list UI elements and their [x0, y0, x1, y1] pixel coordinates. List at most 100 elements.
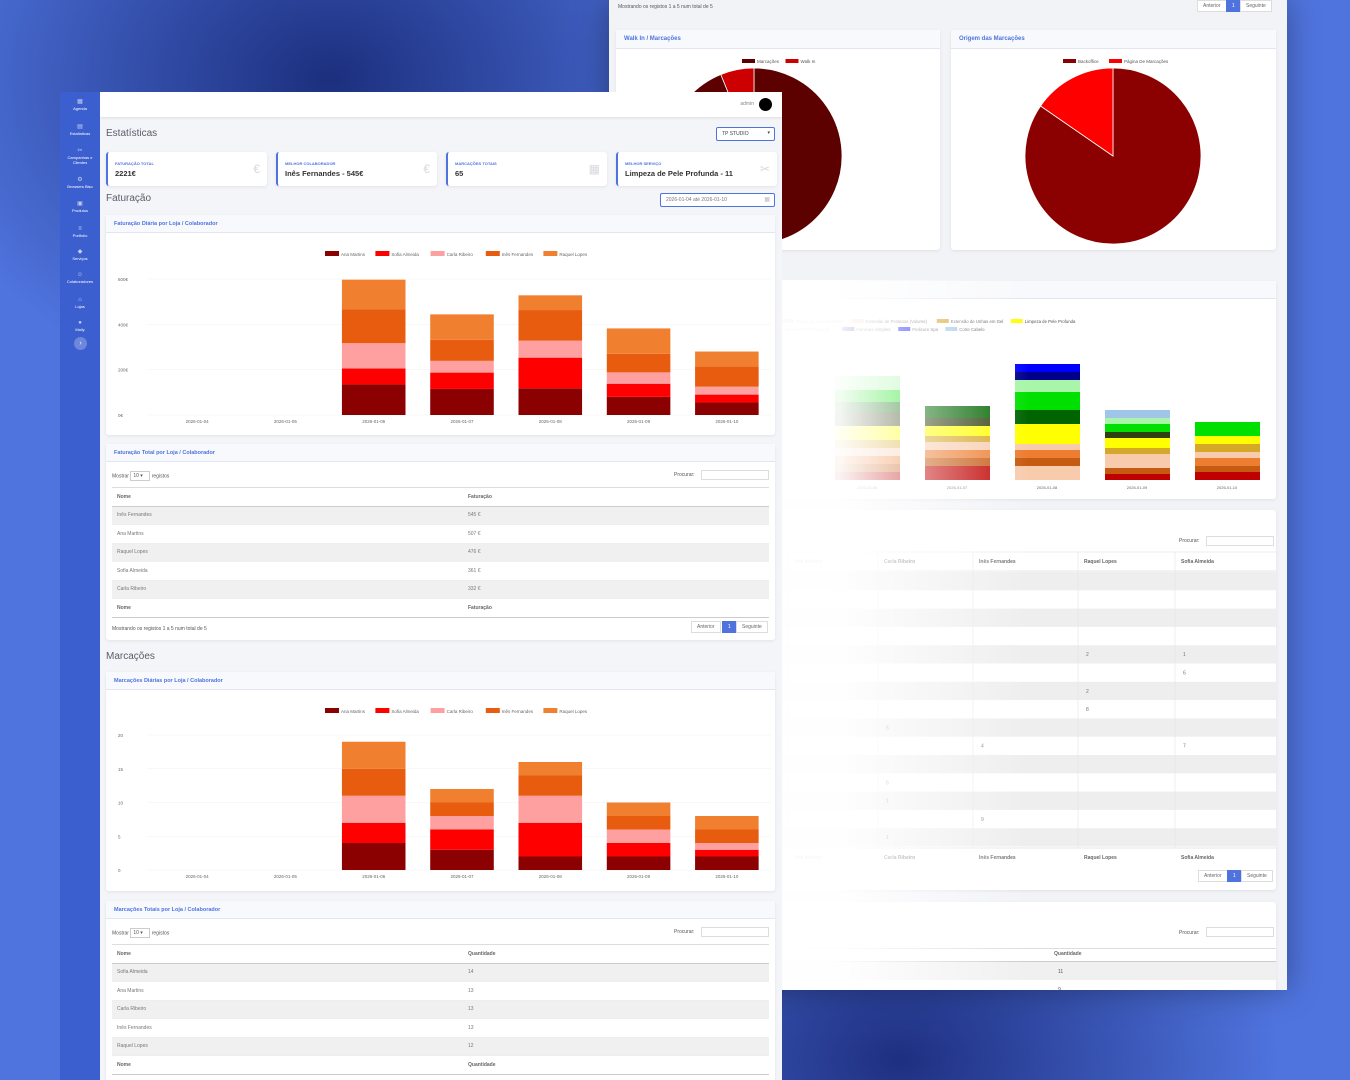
length-select[interactable]: 10 ▾: [130, 471, 151, 481]
next-button[interactable]: Seguinte: [736, 621, 768, 633]
x-tick-label: 2026-01-07: [947, 485, 968, 490]
scissors-icon: ✂: [759, 162, 770, 176]
search-input[interactable]: [701, 470, 769, 480]
table-row: Carla Ribeiro 332 €: [112, 580, 769, 599]
kpi-value: 2221€: [115, 169, 136, 178]
legend-label: Extensão de Unhas em Gel: [951, 319, 1004, 324]
legend-swatch: [430, 708, 445, 713]
length-value: 10: [133, 473, 139, 479]
calendar-icon: ▦: [764, 197, 770, 203]
bar-segment: [1015, 364, 1080, 372]
table-row: Ana Martins 13: [112, 981, 769, 1001]
legend-swatch: [842, 327, 855, 331]
sidebar-item-label: Colaboradores: [66, 279, 94, 284]
matrix-header: Carla Ribeiro: [884, 559, 915, 565]
billing-chart-card: Faturação Diária por Loja / Colaborador …: [106, 215, 775, 435]
bar-segment: [1015, 424, 1080, 444]
appointments-title: Marcações: [106, 651, 155, 662]
bar-segment: [925, 458, 990, 466]
bar-segment: [695, 856, 759, 870]
bar-segment: [1195, 472, 1260, 480]
prev-button[interactable]: Anterior: [1197, 0, 1227, 12]
avatar[interactable]: [759, 98, 772, 111]
bar-segment: [430, 360, 494, 373]
bar-segment: [606, 372, 671, 384]
sidebar-item[interactable]: ▦ Agenda: [60, 99, 100, 111]
bar-segment: [1015, 392, 1080, 410]
matrix-next-button[interactable]: Seguinte: [1241, 870, 1273, 882]
bar-segment: [835, 464, 900, 472]
y-tick-label: 10: [118, 801, 124, 806]
sidebar-item[interactable]: ✂ Campanhas e Clientes: [60, 148, 100, 165]
bar-segment: [518, 310, 583, 341]
table-cell: 12: [463, 1037, 769, 1056]
matrix-cell: 2: [796, 762, 799, 768]
bar-segment: [695, 402, 759, 415]
matrix-search-input[interactable]: [1206, 536, 1274, 546]
sidebar-item[interactable]: ● Maily: [60, 320, 100, 332]
sidebar-item[interactable]: ⚙ Browsers Biso: [60, 177, 100, 189]
bar-segment: [1105, 448, 1170, 454]
search-input[interactable]: [701, 927, 769, 937]
legend-label: Marcações: [757, 59, 780, 64]
y-tick-label: 400€: [118, 322, 129, 327]
date-range-input[interactable]: 2026-01-04 até 2026-01-10 ▦: [660, 193, 775, 207]
records-label: registos: [151, 930, 170, 937]
legend-swatch: [325, 251, 339, 256]
bar-segment: [695, 843, 759, 850]
page-button[interactable]: 1: [722, 621, 737, 633]
next-button[interactable]: Seguinte: [1240, 0, 1272, 12]
bottom-search-input[interactable]: [1206, 927, 1274, 937]
sidebar-item-label: Produtos: [71, 208, 88, 213]
chevron-right-icon[interactable]: ›: [74, 337, 87, 350]
bar-segment: [1015, 410, 1080, 424]
x-tick-label: 2026-01-04: [186, 419, 210, 424]
bar-segment: [1195, 436, 1260, 444]
store-select[interactable]: TP STUDIO ▾: [716, 127, 775, 141]
username: admin: [740, 101, 754, 107]
table-cell: 361 €: [463, 561, 769, 581]
sidebar-item[interactable]: ▣ Produtos: [60, 201, 100, 213]
sidebar-item[interactable]: ≡ Portfolio: [60, 226, 100, 238]
appointments-chart-card: Marcações Diárias por Loja / Colaborador…: [106, 672, 775, 891]
table-row: Ana Martins 507 €: [112, 524, 769, 544]
column-header[interactable]: Faturação: [463, 487, 769, 507]
sidebar-item[interactable]: ▤ Estatísticas: [60, 124, 100, 136]
matrix-header: Raquel Lopes: [1084, 559, 1117, 565]
matrix-page-button[interactable]: 1: [1227, 870, 1242, 882]
prev-button[interactable]: Anterior: [691, 621, 721, 633]
search-label: Procurar:: [674, 472, 695, 478]
matrix-footer: Ana Martins: [794, 855, 823, 861]
page-button[interactable]: 1: [1226, 0, 1241, 12]
length-control: Mostrar 10 ▾ registos: [112, 928, 169, 938]
matrix-cell: 1: [886, 799, 889, 805]
bar-segment: [835, 412, 900, 426]
sidebar-item[interactable]: ⌂ Lojas: [60, 297, 100, 309]
column-header[interactable]: Quantidade: [463, 944, 769, 964]
legend-label: Design de Sobrancelhas: [796, 319, 843, 324]
column-header[interactable]: Nome: [112, 487, 463, 507]
bar-segment: [1105, 454, 1170, 468]
bar-segment: [835, 376, 900, 390]
x-tick-label: 2026-01-08: [539, 419, 563, 424]
bar-segment: [430, 802, 494, 816]
bar-segment: [518, 822, 583, 857]
bar-segment: [925, 436, 990, 442]
matrix-cell: 1: [796, 597, 799, 603]
matrix-prev-button[interactable]: Anterior: [1198, 870, 1228, 882]
y-tick-label: 20: [118, 733, 124, 738]
sidebar-item[interactable]: ☺ Colaboradores: [60, 272, 100, 284]
sidebar-item-label: Agenda: [73, 106, 87, 111]
length-select[interactable]: 10 ▾: [130, 928, 151, 938]
kpi-card: Marcações totais 65 ▦: [446, 152, 607, 186]
sidebar-item[interactable]: ◆ Serviços: [60, 249, 100, 261]
table-cell: Carla Ribeiro: [112, 1000, 463, 1019]
bar-segment: [925, 442, 990, 450]
bar-segment: [606, 396, 671, 415]
bar-segment: [695, 394, 759, 403]
column-header[interactable]: Nome: [112, 944, 463, 964]
calendar-icon: ▦: [588, 162, 600, 176]
bar-segment: [518, 762, 583, 776]
table-cell: 13: [463, 1018, 769, 1038]
date-range-value: 2026-01-04 até 2026-01-10: [666, 197, 727, 203]
